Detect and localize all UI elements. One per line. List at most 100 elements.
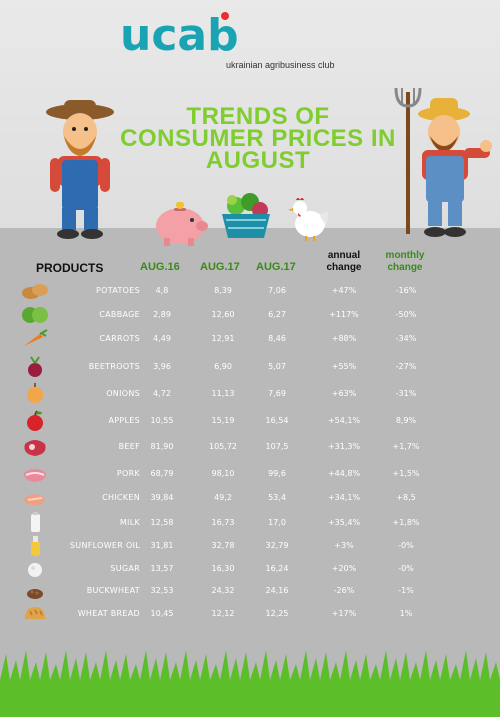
table-row: SUNFLOWER OIL 31,81 32,78 32,79 +3% -0% xyxy=(0,536,500,559)
logo-text: ucab xyxy=(120,10,239,58)
price-aug16: 10,55 xyxy=(150,416,174,425)
price-aug17-second: 6,27 xyxy=(268,310,286,319)
milk-icon xyxy=(31,512,40,532)
price-aug16: 81,90 xyxy=(150,442,174,451)
title-line-3: AUGUST xyxy=(205,147,311,174)
annual-change: +35,4% xyxy=(327,518,361,527)
price-aug17: 12,12 xyxy=(211,609,235,618)
title-line-2: CONSUMER PRICES IN xyxy=(120,125,396,152)
monthly-change: +1,5% xyxy=(392,469,420,478)
price-aug16: 2,89 xyxy=(153,310,171,319)
carrots-icon xyxy=(24,329,48,346)
table-row: PORK 68,79 98,10 99,6 +44,8% +1,5% xyxy=(0,465,500,487)
monthly-change: -34% xyxy=(395,334,417,343)
price-aug17: 11,13 xyxy=(211,389,235,398)
potatoes-icon xyxy=(22,284,48,299)
annual-change: +88% xyxy=(331,334,357,343)
annual-change: +47% xyxy=(331,286,357,295)
table-row: ONIONS 4,72 11,13 7,69 +63% -31% xyxy=(0,383,500,407)
apples-icon xyxy=(27,410,43,431)
product-name: MILK xyxy=(119,518,140,527)
monthly-change: +1,7% xyxy=(392,442,420,451)
product-name: BEEF xyxy=(118,442,140,451)
grass-decoration xyxy=(0,650,500,717)
price-aug17: 6,90 xyxy=(214,362,232,371)
beetroots-icon xyxy=(28,356,42,377)
monthly-change: +1,8% xyxy=(392,518,420,527)
buckwheat-icon xyxy=(27,589,43,599)
header-aug16: AUG.16 xyxy=(140,261,180,273)
monthly-change: -27% xyxy=(395,362,417,371)
price-aug17-second: 16,24 xyxy=(265,564,289,573)
price-aug17-second: 7,06 xyxy=(268,286,286,295)
monthly-change: +8,5 xyxy=(396,493,416,502)
price-aug16: 68,79 xyxy=(150,469,174,478)
table-row: MILK 12,58 16,73 17,0 +35,4% +1,8% xyxy=(0,512,500,536)
price-aug17: 12,60 xyxy=(211,310,235,319)
price-aug16: 3,96 xyxy=(153,362,171,371)
product-name: SUGAR xyxy=(110,564,140,573)
annual-change: +17% xyxy=(331,609,357,618)
product-name: PORK xyxy=(116,469,140,478)
price-aug16: 31,81 xyxy=(150,541,174,550)
sunflower-oil-icon xyxy=(31,536,40,556)
cabbage-icon xyxy=(22,307,48,323)
header-aug17: AUG.17 xyxy=(200,261,240,273)
annual-change: +55% xyxy=(331,362,357,371)
header-annual-change: annual change xyxy=(326,250,362,273)
price-aug17: 24,32 xyxy=(211,586,235,595)
table-row: BEETROOTS 3,96 6,90 5,07 +55% -27% xyxy=(0,356,500,380)
monthly-change: -31% xyxy=(395,389,417,398)
logo-dot-icon xyxy=(221,12,229,20)
price-aug17-second: 99,6 xyxy=(268,469,286,478)
table-row: POTATOES 4,8 8,39 7,06 +47% -16% xyxy=(0,282,500,304)
annual-change: +44,8% xyxy=(327,469,361,478)
monthly-change: -16% xyxy=(395,286,417,295)
table-background xyxy=(0,228,500,717)
header-aug17-second: AUG.17 xyxy=(256,261,296,273)
logo-subtitle: ukrainian agribusiness club xyxy=(226,60,335,70)
price-aug17-second: 12,25 xyxy=(265,609,289,618)
annual-change: +54,1% xyxy=(327,416,361,425)
price-aug17: 16,73 xyxy=(211,518,235,527)
price-aug16: 32,53 xyxy=(150,586,174,595)
product-name: BEETROOTS xyxy=(88,362,140,371)
price-aug17-second: 17,0 xyxy=(268,518,286,527)
table-row: CHICKEN 39,84 49,2 53,4 +34,1% +8,5 xyxy=(0,489,500,511)
price-aug17-second: 5,07 xyxy=(268,362,286,371)
annual-change: +117% xyxy=(329,310,359,319)
rooster-icon xyxy=(288,198,328,241)
price-aug17: 15,19 xyxy=(211,416,235,425)
price-aug17: 98,10 xyxy=(211,469,235,478)
product-name: CABBAGE xyxy=(99,310,140,319)
product-name: ONIONS xyxy=(106,389,140,398)
price-aug17: 105,72 xyxy=(209,442,237,451)
price-aug17-second: 8,46 xyxy=(268,334,286,343)
price-aug16: 10,45 xyxy=(150,609,174,618)
pork-icon xyxy=(24,469,46,482)
price-aug16: 13,57 xyxy=(150,564,174,573)
annual-change: +34,1% xyxy=(327,493,361,502)
price-aug17-second: 53,4 xyxy=(268,493,286,502)
product-name: WHEAT BREAD xyxy=(77,609,140,618)
chicken-icon xyxy=(24,494,45,505)
annual-change: +3% xyxy=(334,541,354,550)
salad-bowl-icon xyxy=(222,193,270,238)
monthly-change: -1% xyxy=(398,586,414,595)
table-row: CABBAGE 2,89 12,60 6,27 +117% -50% xyxy=(0,306,500,328)
header-monthly-change: monthly change xyxy=(385,250,425,273)
price-aug17: 32,78 xyxy=(211,541,235,550)
product-name: CARROTS xyxy=(99,334,140,343)
table-row: WHEAT BREAD 10,45 12,12 12,25 +17% 1% xyxy=(0,605,500,627)
farmer-left-icon xyxy=(46,100,114,239)
annual-change: -26% xyxy=(333,586,355,595)
price-aug17-second: 16,54 xyxy=(265,416,289,425)
table-row: SUGAR 13,57 16,30 16,24 +20% -0% xyxy=(0,560,500,582)
onions-icon xyxy=(27,383,43,403)
table-row: APPLES 10,55 15,19 16,54 +54,1% 8,9% xyxy=(0,410,500,434)
title-line-1: TRENDS OF xyxy=(186,103,330,130)
price-aug16: 12,58 xyxy=(150,518,174,527)
monthly-change: -0% xyxy=(398,564,414,573)
ucab-logo: ucab xyxy=(120,10,239,58)
annual-change: +31,3% xyxy=(327,442,361,451)
